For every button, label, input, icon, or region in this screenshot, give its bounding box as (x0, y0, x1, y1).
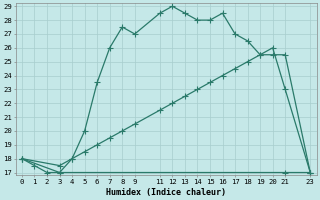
X-axis label: Humidex (Indice chaleur): Humidex (Indice chaleur) (106, 188, 226, 197)
